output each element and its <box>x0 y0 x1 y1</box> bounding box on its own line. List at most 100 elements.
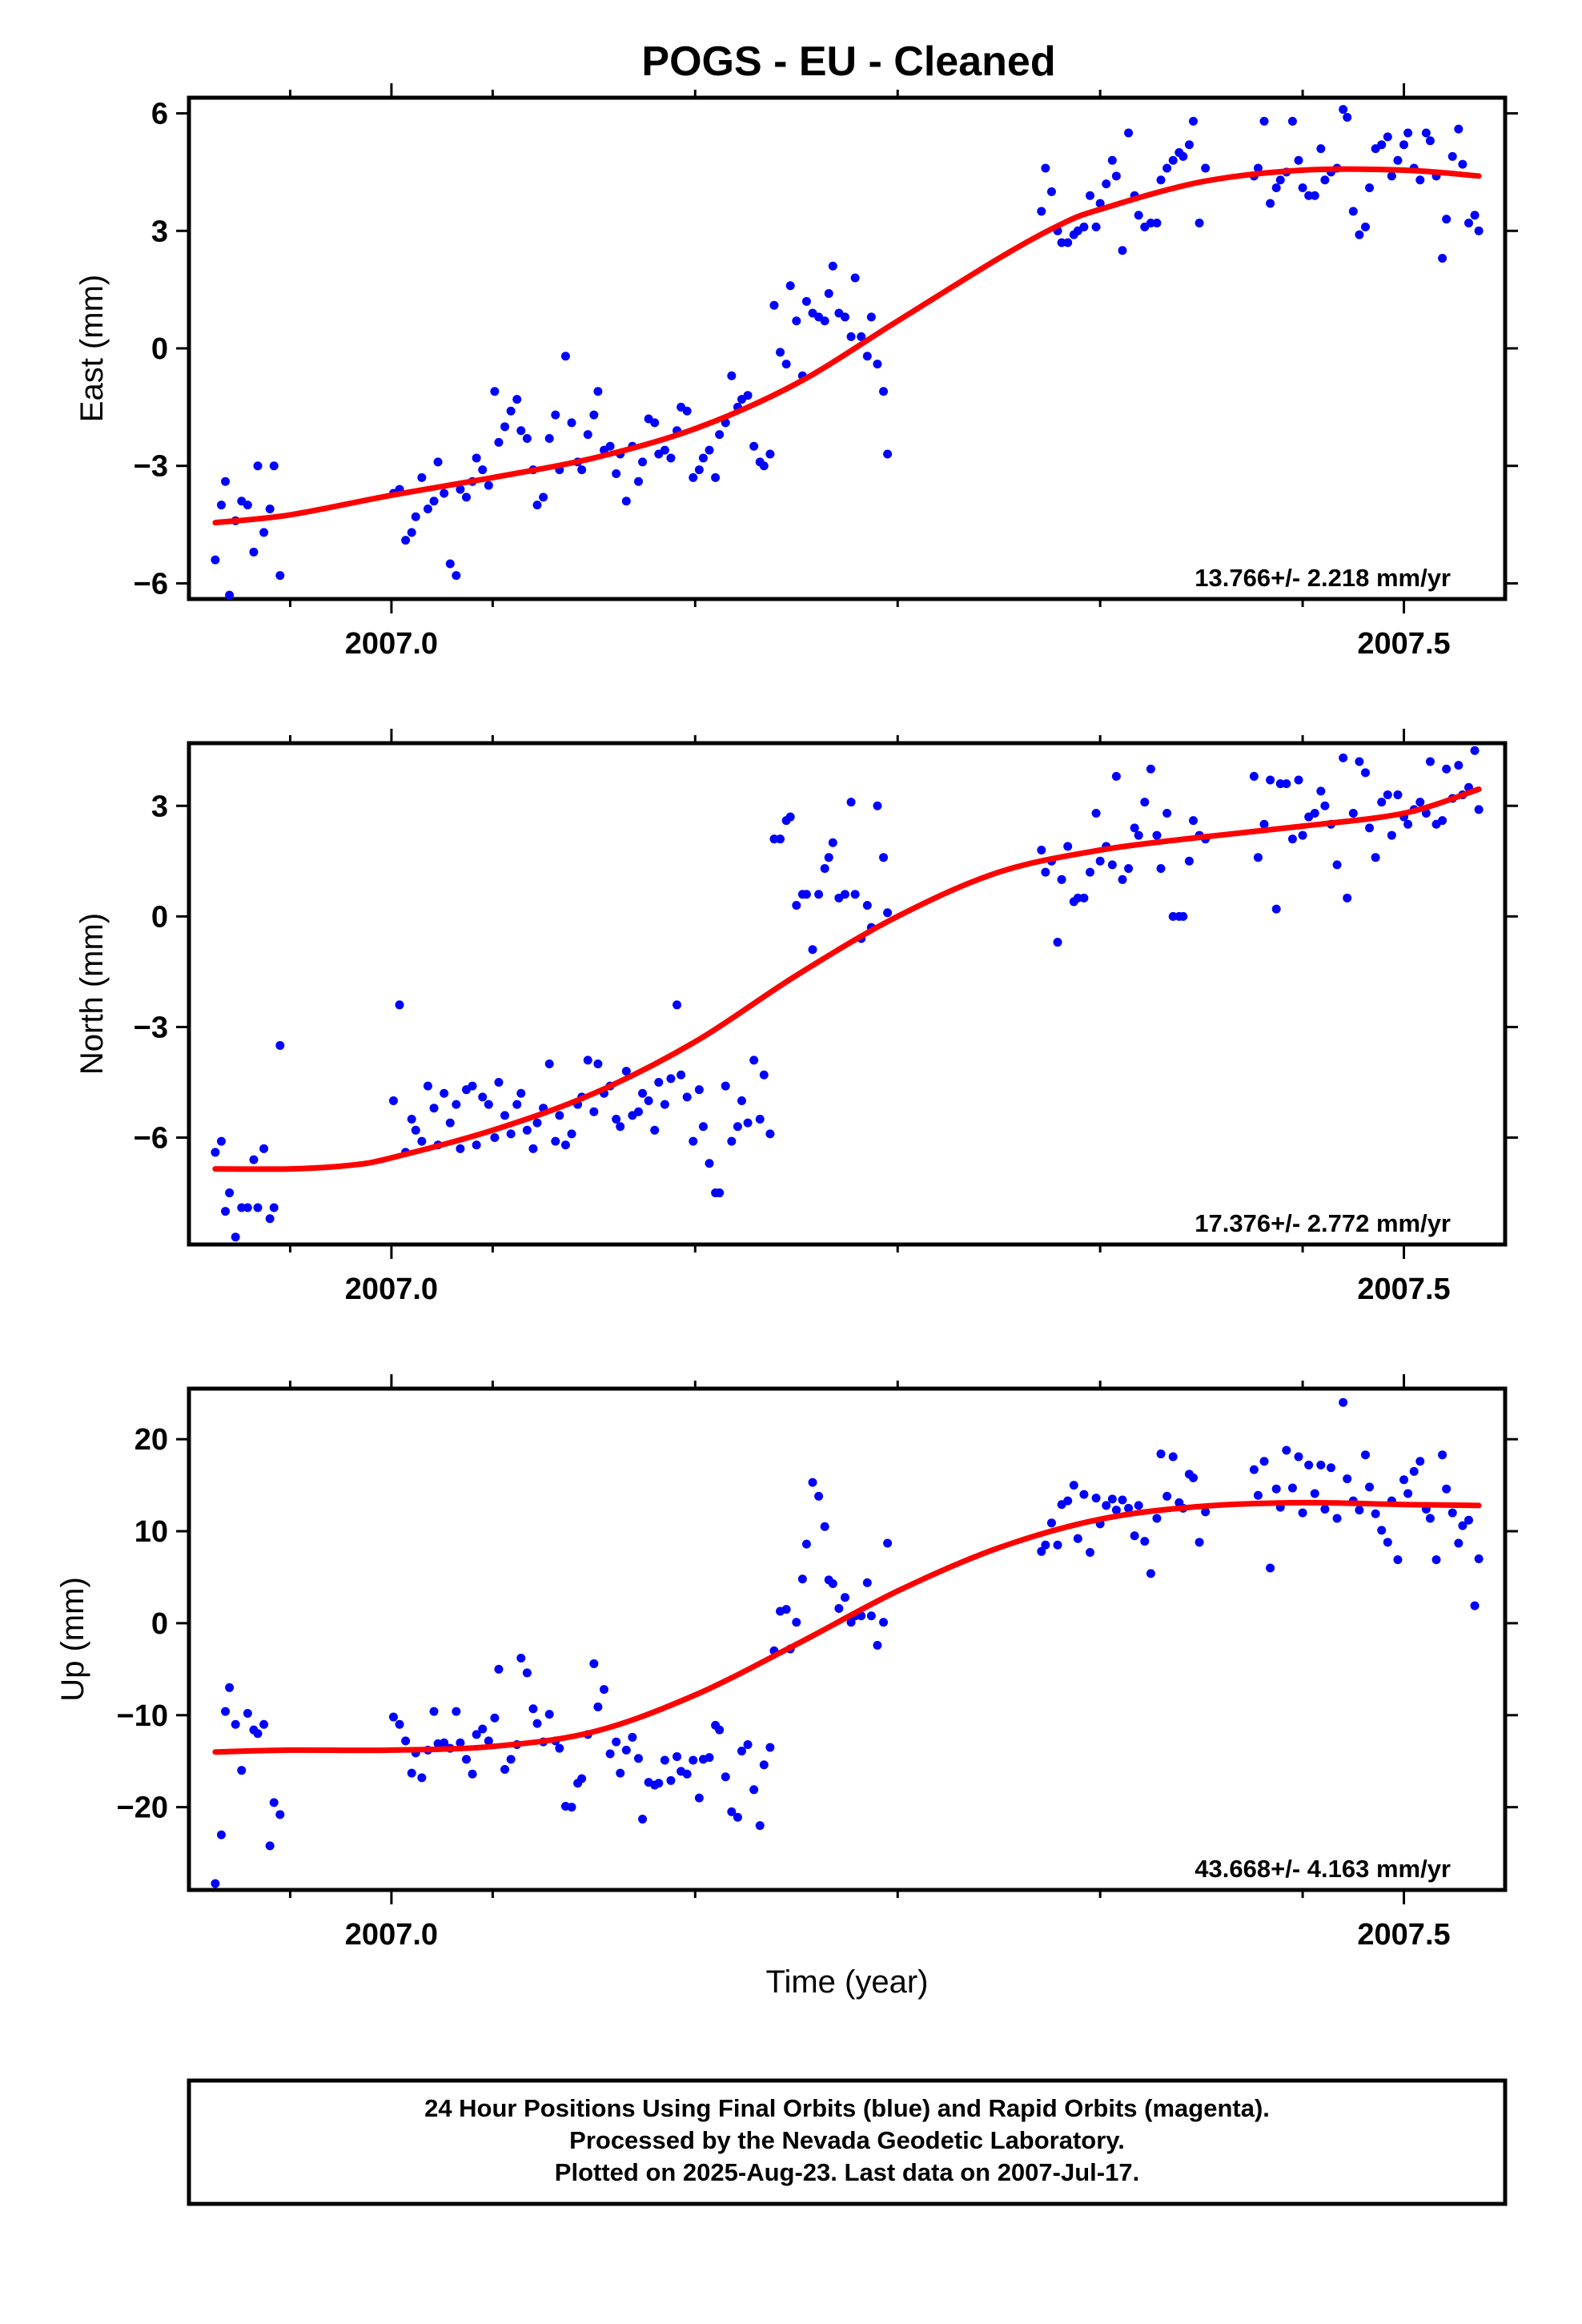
north-data-point <box>593 1059 603 1068</box>
east-data-point <box>1470 211 1480 220</box>
north-data-point <box>840 890 849 899</box>
north-data-point <box>1421 808 1431 818</box>
east-data-point <box>1107 155 1117 165</box>
up-data-point <box>1271 1484 1281 1494</box>
north-data-point <box>1343 893 1352 903</box>
east-data-point <box>516 426 526 436</box>
east-data-point <box>221 476 231 486</box>
up-data-point <box>490 1713 500 1723</box>
north-data-point <box>616 1122 625 1132</box>
north-points <box>211 746 1484 1242</box>
up-data-point <box>801 1539 811 1549</box>
up-plot-frame <box>187 1386 1508 1892</box>
east-data-point <box>1178 151 1188 161</box>
north-ytick-label: 3 <box>151 790 168 823</box>
east-data-point <box>593 387 603 396</box>
east-data-point <box>1162 163 1172 173</box>
east-data-point <box>506 406 516 416</box>
east-data-point <box>560 352 570 361</box>
up-data-point <box>705 1753 714 1763</box>
east-data-point <box>682 406 692 416</box>
up-data-point <box>1041 1540 1050 1550</box>
north-data-point <box>1298 830 1307 840</box>
east-data-point <box>211 555 220 565</box>
up-data-point <box>866 1611 876 1621</box>
up-data-point <box>462 1755 472 1764</box>
up-data-point <box>1339 1397 1348 1407</box>
north-data-point <box>512 1100 522 1109</box>
up-data-point <box>1438 1450 1447 1460</box>
up-rate-label: 43.668+/- 4.163 mm/yr <box>1195 1855 1451 1883</box>
up-ytick-label: −10 <box>117 1699 168 1733</box>
east-data-point <box>1316 144 1326 154</box>
east-data-point <box>532 501 542 510</box>
up-data-point <box>528 1704 538 1714</box>
up-data-point <box>1107 1494 1117 1504</box>
up-data-point <box>1355 1506 1364 1515</box>
up-data-point <box>612 1737 621 1747</box>
north-data-point <box>1371 853 1380 862</box>
east-data-point <box>401 536 411 545</box>
east-data-point <box>1458 159 1468 169</box>
east-ytick-label: −3 <box>134 450 168 484</box>
north-data-point <box>850 890 860 899</box>
east-data-point <box>253 461 263 471</box>
up-data-point <box>1046 1518 1056 1528</box>
north-data-point <box>1079 893 1089 903</box>
east-data-point <box>1287 116 1297 126</box>
up-data-point <box>478 1724 488 1734</box>
east-data-point <box>727 371 737 380</box>
east-data-point <box>698 453 708 463</box>
north-data-point <box>682 1092 692 1102</box>
up-data-point <box>1458 1521 1468 1530</box>
up-data-point <box>1464 1515 1473 1525</box>
east-data-point <box>1304 191 1314 200</box>
east-data-point <box>1377 140 1387 150</box>
east-data-point <box>417 472 427 482</box>
up-data-point <box>599 1685 608 1695</box>
east-data-point <box>1046 187 1056 196</box>
up-data-point <box>1063 1496 1073 1506</box>
north-data-point <box>1249 771 1259 781</box>
up-data-point <box>721 1772 730 1782</box>
north-data-point <box>1332 860 1342 870</box>
up-data-point <box>1304 1460 1314 1470</box>
up-panel: −20 −10 0 10 20 2007.0 2007.5 Up (mm) 43.668+/… <box>55 1374 1518 1952</box>
north-plot-frame <box>187 741 1508 1247</box>
east-data-point <box>801 296 811 306</box>
up-ytick-label: −20 <box>117 1791 168 1825</box>
north-data-point <box>1271 904 1281 914</box>
up-data-point <box>1310 1489 1319 1498</box>
north-data-point <box>1095 856 1105 866</box>
east-data-point <box>711 472 721 482</box>
north-data-point <box>1063 842 1073 851</box>
north-data-point <box>759 1070 769 1080</box>
north-data-point <box>528 1144 538 1153</box>
up-ytick-label: 20 <box>135 1423 168 1457</box>
up-data-point <box>1399 1475 1409 1485</box>
north-data-point <box>1168 911 1178 921</box>
up-data-point <box>1111 1506 1121 1515</box>
east-data-point <box>1057 238 1066 247</box>
up-data-point <box>759 1760 769 1770</box>
up-data-point <box>216 1830 226 1839</box>
north-data-point <box>583 1055 592 1065</box>
east-data-point <box>249 547 259 557</box>
up-ytick-label: 0 <box>151 1607 168 1641</box>
up-data-point <box>660 1755 669 1765</box>
up-data-point <box>1195 1538 1204 1547</box>
north-data-point <box>1454 761 1464 770</box>
east-data-point <box>621 497 631 506</box>
north-data-point <box>698 1122 708 1132</box>
up-data-point <box>468 1769 477 1779</box>
east-data-point <box>638 457 648 467</box>
up-data-point <box>456 1738 465 1747</box>
north-data-point <box>1266 775 1275 785</box>
north-data-point <box>1130 823 1139 833</box>
up-data-point <box>1259 1457 1269 1466</box>
east-data-point <box>216 501 226 510</box>
up-data-point <box>749 1785 759 1795</box>
north-panel: −6 −3 0 3 2007.0 2007.5 North (mm) 17.376+/- … <box>74 729 1518 1306</box>
north-data-point <box>785 812 795 822</box>
